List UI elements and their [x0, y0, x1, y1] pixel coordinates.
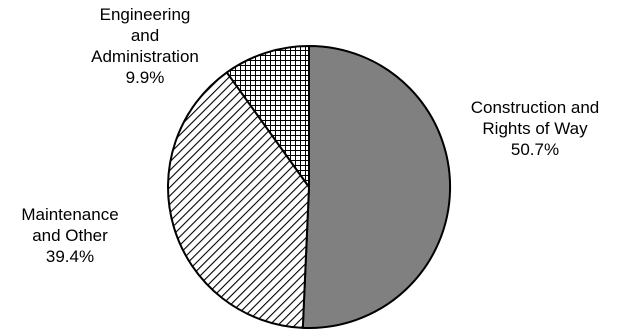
slice-label-maintenance-value: 39.4% — [45, 247, 95, 266]
slice-label-construction-line2: Rights of Way — [482, 119, 588, 138]
slice-label-engineering-line1: Engineering — [99, 5, 191, 24]
slice-label-maintenance: Maintenance and Other 39.4% — [0, 204, 140, 267]
slice-label-engineering-line2: and — [130, 26, 160, 45]
pie-slice-maintenance — [167, 71, 310, 329]
slice-label-construction-line1: Construction and — [470, 98, 600, 117]
slice-label-engineering-value: 9.9% — [125, 68, 165, 87]
slice-label-construction-value: 50.7% — [510, 140, 560, 159]
slice-label-engineering: Engineering and Administration 9.9% — [75, 4, 215, 88]
pie-slices — [167, 45, 452, 329]
pie-slice-construction — [301, 45, 452, 329]
slice-label-maintenance-line1: Maintenance — [21, 205, 119, 224]
slice-label-construction: Construction and Rights of Way 50.7% — [460, 97, 610, 160]
slice-label-engineering-line3: Administration — [91, 47, 199, 66]
pie-slice-engineering — [225, 45, 310, 188]
slice-label-maintenance-line2: and Other — [32, 226, 108, 245]
